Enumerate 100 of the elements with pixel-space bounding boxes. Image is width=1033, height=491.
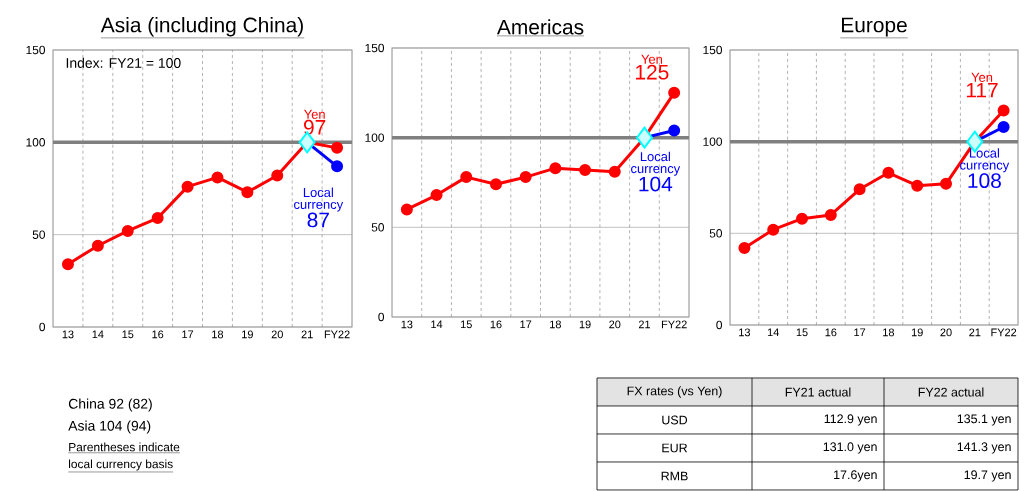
point [997, 120, 1010, 133]
point [668, 124, 681, 137]
x-tick-label: 21 [638, 320, 651, 329]
point [997, 104, 1010, 117]
text: 19.7 yen [964, 470, 1011, 482]
x-tick-label: 18 [550, 320, 561, 329]
point [940, 177, 953, 190]
category-label: FY21 actual [785, 387, 851, 397]
x-tick-label: 14 [431, 320, 443, 329]
x-tick-label: 15 [460, 320, 472, 329]
y-tick-label: 150 [703, 45, 723, 55]
x-tick-label: 19 [579, 320, 591, 329]
x-tick-label: 21 [301, 330, 313, 339]
data-label: 87 [307, 212, 329, 228]
x-tick-label: 20 [940, 328, 952, 337]
point [271, 169, 284, 182]
x-tick-label: 18 [212, 330, 224, 339]
annotation: Index: FY21 = 100 [66, 57, 181, 68]
y-tick-label: 150 [26, 45, 46, 55]
series-label: Local currency [631, 151, 681, 176]
point [579, 163, 592, 176]
point [824, 208, 837, 221]
text: Yen [971, 72, 993, 82]
series-label: Yen [303, 109, 325, 119]
series-label: Local currency [960, 148, 1010, 173]
category-label: EUR [662, 443, 688, 453]
point [608, 165, 621, 178]
point [635, 126, 653, 149]
category-label: USD [662, 415, 688, 425]
category-label: FY22 actual [918, 387, 984, 397]
chart-title: Americas [496, 19, 584, 35]
point [460, 171, 473, 184]
point [549, 162, 562, 175]
text: 131.0 yen [823, 442, 877, 454]
x-tick-label: 16 [152, 330, 164, 339]
text: Yen [641, 54, 662, 64]
y-tick-label: 50 [709, 229, 723, 238]
y-tick-label: 100 [365, 133, 385, 142]
y-tick-label: 0 [378, 312, 385, 322]
data-label: 108 [968, 173, 1001, 189]
x-tick-label: 14 [92, 330, 104, 339]
text: 135.1 yen [957, 414, 1011, 426]
data-label: 117 [966, 82, 998, 98]
x-tick-label: 16 [490, 320, 502, 329]
x-tick-label: 14 [767, 328, 779, 337]
point [121, 224, 134, 237]
chart-title: Asia (including China) [100, 17, 303, 37]
x-tick-label: 21 [969, 328, 981, 337]
data-label: 104 [639, 176, 673, 192]
x-tick-label: FY22 [661, 320, 687, 329]
x-tick-label: 13 [739, 328, 751, 337]
x-tick-label: 13 [401, 320, 413, 329]
x-tick-label: 13 [62, 330, 74, 339]
x-tick-label: FY22 [991, 328, 1017, 337]
x-tick-label: 18 [883, 328, 895, 337]
data-label: 125 [636, 64, 669, 80]
text: Parentheses indicate [69, 442, 180, 452]
point [211, 171, 224, 184]
text: Asia 104 (94) [68, 420, 151, 434]
point [519, 171, 532, 184]
point [767, 223, 780, 236]
text: 17.6yen [834, 470, 877, 482]
point [181, 180, 194, 193]
x-tick-label: 17 [854, 328, 866, 337]
category-label: RMB [661, 471, 688, 481]
x-tick-label: 20 [271, 330, 283, 339]
chart-title: Europe [842, 17, 907, 37]
y-tick-label: 150 [365, 43, 385, 53]
point [91, 239, 104, 252]
text: China 92 (82) [68, 398, 152, 412]
point [882, 166, 895, 179]
point [331, 160, 344, 173]
text: local currency basis [69, 459, 173, 471]
text: 112.9 yen [824, 414, 877, 426]
x-tick-label: 15 [122, 330, 134, 339]
x-tick-label: 17 [520, 320, 532, 329]
series-label: Local currency [294, 187, 344, 212]
x-tick-label: FY22 [324, 330, 350, 339]
x-tick-label: 17 [182, 330, 194, 339]
x-tick-label: 19 [911, 328, 923, 337]
y-tick-label: 50 [32, 230, 46, 239]
x-tick-label: 15 [796, 328, 808, 337]
y-tick-label: 0 [39, 322, 46, 332]
point [430, 189, 443, 202]
x-tick-label: 19 [242, 330, 253, 339]
point [331, 141, 344, 154]
point [796, 212, 809, 225]
x-tick-label: 20 [609, 320, 621, 329]
category-label: FX rates (vs Yen) [627, 386, 722, 398]
y-tick-label: 50 [371, 223, 385, 232]
point [853, 183, 866, 196]
y-tick-label: 100 [26, 138, 46, 147]
y-tick-label: 100 [703, 137, 723, 146]
text: 141.3 yen [957, 442, 1011, 454]
point [151, 212, 164, 225]
point [61, 258, 74, 271]
point [668, 86, 681, 99]
point [911, 179, 924, 192]
x-tick-label: 16 [825, 328, 837, 337]
y-tick-label: 0 [716, 320, 723, 330]
